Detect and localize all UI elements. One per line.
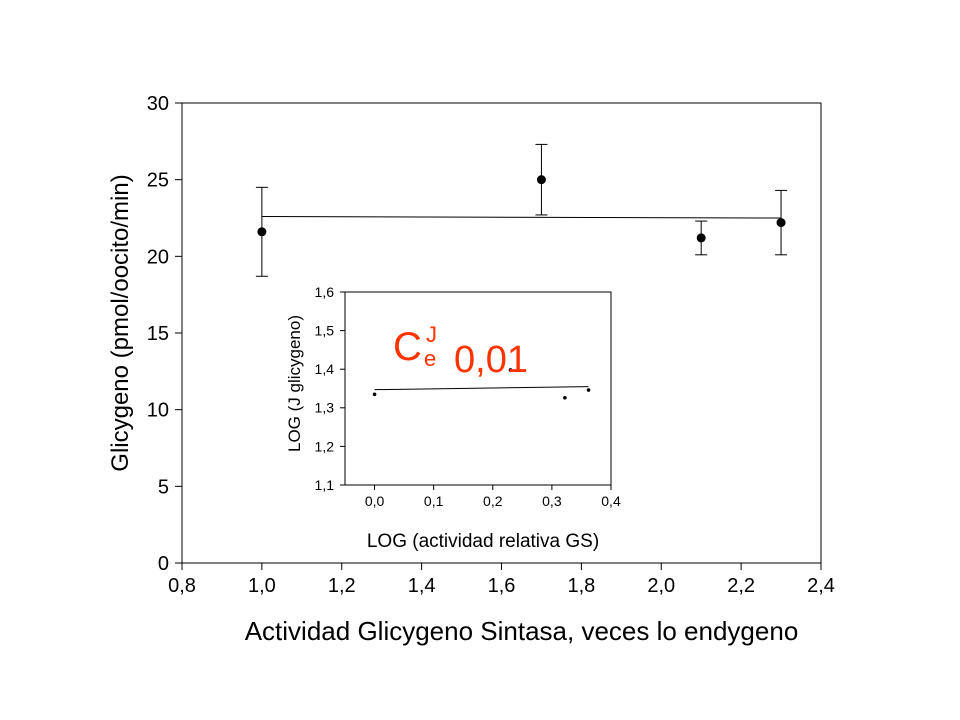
main-y-tick-label: 30: [147, 93, 169, 115]
inset-y-ticks: 1,1 1,2 1,3 1,4 1,5 1,6: [315, 284, 345, 493]
inset-data-point: [563, 395, 567, 400]
inset-x-tick-label: 0,3: [542, 493, 562, 509]
main-x-ticks: 0,8 1,0 1,2 1,4 1,6 1,8 2,0 2,2 2,4: [168, 563, 835, 597]
inset-data-point: [508, 368, 513, 372]
main-chart: 0 5 10 15 20 25 30 0,8 1,0 1,2 1,4 1,6 1,8 2,0 2,2 2,4…: [107, 93, 835, 646]
inset-x-axis-label: LOG (actividad relativa GS): [367, 531, 599, 552]
inset-fit-line-group: [374, 386, 589, 391]
main-x-tick-label: 1,2: [328, 575, 356, 597]
main-y-tick-label: 20: [147, 246, 169, 268]
inset-y-tick-label: 1,2: [315, 438, 335, 454]
main-x-axis-label: Actividad Glicygeno Sintasa, veces lo en…: [245, 616, 799, 646]
inset-plot-frame: [344, 291, 612, 486]
main-x-tick-label: 1,6: [488, 575, 516, 597]
inset-y-axis-label: LOG (J glicygeno): [285, 315, 304, 452]
main-data-points: [255, 143, 788, 277]
main-y-tick-label: 5: [158, 476, 169, 498]
inset-y-tick-label: 1,3: [315, 400, 335, 416]
inset-chart: 1,1 1,2 1,3 1,4 1,5 1,6 0,0 0,1 0,2 0,3 0,4 LOG (…: [285, 284, 621, 552]
main-x-tick-label: 1,0: [248, 575, 276, 597]
main-data-point: [257, 227, 267, 237]
main-x-tick-label: 1,8: [567, 575, 595, 597]
inset-x-tick-label: 0,0: [365, 493, 385, 509]
main-y-tick-label: 0: [158, 553, 169, 575]
inset-data-point: [586, 388, 591, 392]
main-fit-line: [261, 215, 782, 219]
main-y-ticks: 0 5 10 15 20 25 30: [147, 93, 182, 575]
inset-data-points: [372, 368, 591, 400]
main-x-tick-label: 2,2: [727, 575, 755, 597]
inset-x-tick-label: 0,4: [601, 493, 621, 509]
main-x-tick-label: 2,0: [647, 575, 675, 597]
main-y-tick-label: 15: [147, 323, 169, 345]
inset-data-point: [372, 392, 377, 397]
inset-fit-line: [374, 386, 589, 391]
annotation-superscript: J: [426, 322, 437, 347]
inset-y-tick-label: 1,6: [315, 284, 335, 300]
main-data-point: [696, 233, 706, 243]
main-y-axis-label: Glicygeno (pmol/oocito/min): [107, 174, 134, 471]
inset-y-tick-label: 1,1: [315, 477, 335, 493]
annotation-symbol: C: [393, 325, 422, 369]
annotation-subscript: e: [424, 346, 436, 371]
inset-x-tick-label: 0,1: [424, 493, 444, 509]
main-y-tick-label: 10: [147, 400, 169, 422]
control-coefficient-annotation: C J e 0,01: [393, 322, 528, 381]
main-fit-line-group: [261, 215, 782, 219]
main-x-tick-label: 1,4: [408, 575, 436, 597]
inset-y-tick-label: 1,5: [315, 323, 335, 339]
main-y-tick-label: 25: [147, 170, 169, 192]
main-x-tick-label: 0,8: [168, 575, 196, 597]
main-data-point: [776, 218, 786, 228]
inset-x-ticks: 0,0 0,1 0,2 0,3 0,4: [365, 485, 621, 509]
inset-x-tick-label: 0,2: [483, 493, 503, 509]
main-x-tick-label: 2,4: [807, 575, 835, 597]
inset-y-tick-label: 1,4: [315, 361, 335, 377]
annotation-value: 0,01: [454, 339, 528, 381]
main-data-point: [536, 175, 546, 185]
